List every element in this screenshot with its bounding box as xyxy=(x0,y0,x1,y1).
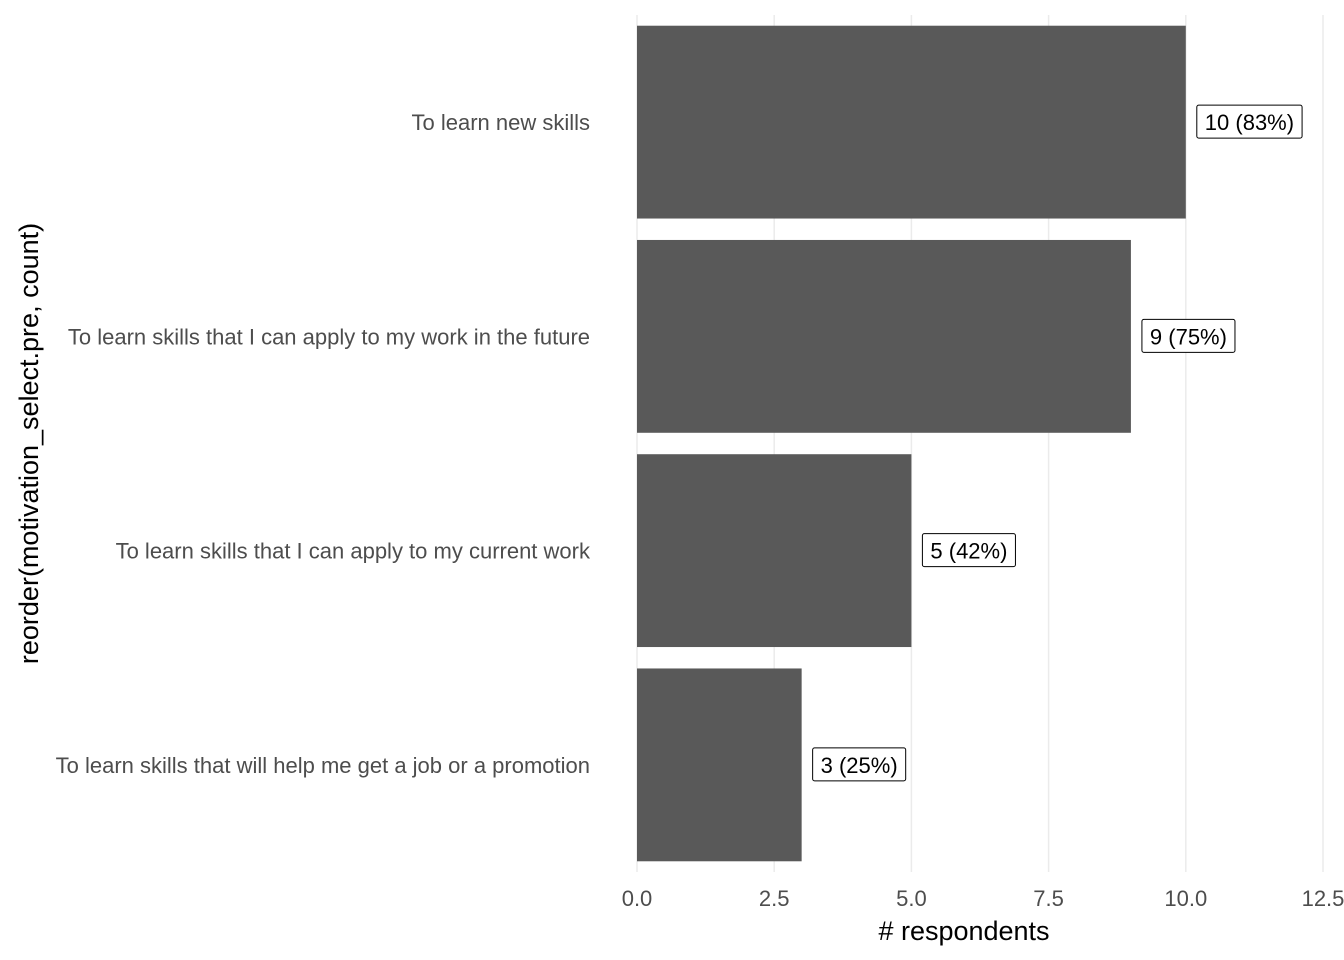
y-axis-title: reorder(motivation_select.pre, count) xyxy=(14,223,44,664)
bar xyxy=(637,25,1186,219)
category-label: To learn skills that I can apply to my c… xyxy=(116,539,591,564)
x-tick-label: 10.0 xyxy=(1164,886,1207,911)
x-tick-label: 5.0 xyxy=(896,886,927,911)
x-tick-label: 0.0 xyxy=(622,886,653,911)
x-tick-labels: 0.0 2.5 5.0 7.5 10.0 12.5 xyxy=(622,886,1344,911)
data-label-text: 10 (83%) xyxy=(1205,110,1294,135)
bar xyxy=(637,668,802,862)
bar xyxy=(637,454,912,648)
category-labels: To learn new skills To learn skills that … xyxy=(56,110,591,778)
data-label-box xyxy=(812,747,907,782)
bar xyxy=(637,239,1131,433)
bars xyxy=(637,25,1186,862)
category-label: To learn skills that I can apply to my w… xyxy=(68,324,590,349)
data-label-box xyxy=(1196,104,1303,139)
category-label: To learn skills that will help me get a … xyxy=(56,753,590,778)
data-label-box xyxy=(921,533,1016,568)
data-label: 9 (75%) xyxy=(1141,318,1236,353)
x-tick-label: 7.5 xyxy=(1033,886,1064,911)
data-labels: 10 (83%) 9 (75%) 5 (42%) 3 (25%) xyxy=(812,104,1303,782)
data-label-box xyxy=(1141,318,1236,353)
data-label-text: 9 (75%) xyxy=(1150,324,1227,349)
x-tick-label: 2.5 xyxy=(759,886,790,911)
data-label: 3 (25%) xyxy=(812,747,907,782)
x-axis-title: # respondents xyxy=(878,916,1049,946)
x-tick-label: 12.5 xyxy=(1302,886,1344,911)
data-label-text: 5 (42%) xyxy=(930,539,1007,564)
category-label: To learn new skills xyxy=(411,110,590,135)
data-label: 5 (42%) xyxy=(921,533,1016,568)
data-label-text: 3 (25%) xyxy=(821,753,898,778)
data-label: 10 (83%) xyxy=(1196,104,1303,139)
